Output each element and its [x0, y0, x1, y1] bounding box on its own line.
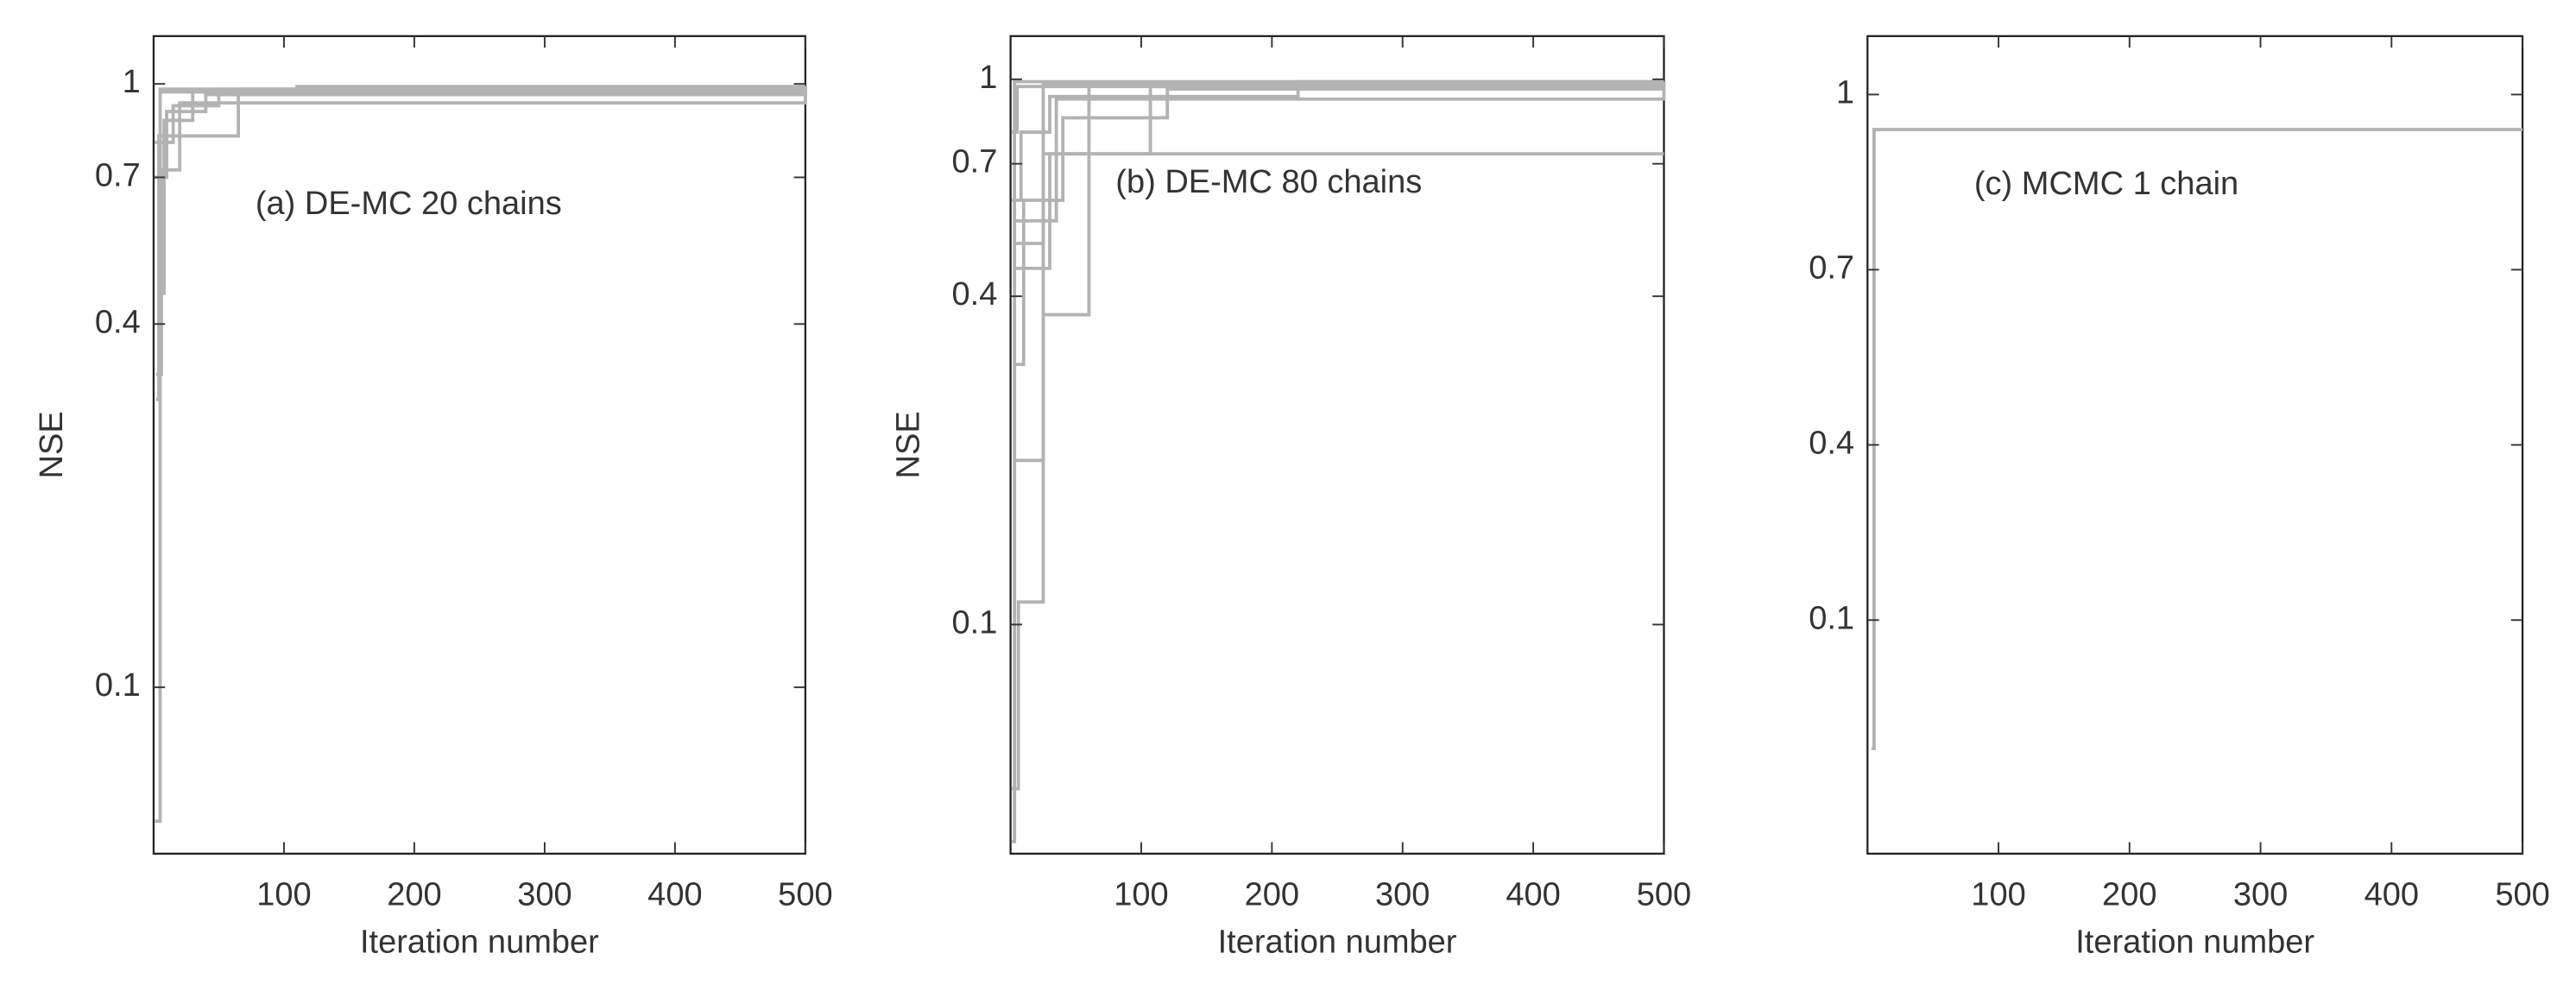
x-tick-label: 200: [2102, 876, 2156, 912]
x-tick-label: 100: [256, 876, 311, 912]
x-tick-label: 100: [1114, 876, 1168, 912]
y-tick-label: 0.1: [952, 605, 998, 641]
x-tick-label: 300: [1375, 876, 1430, 912]
trace-line: [158, 86, 807, 94]
trace-line: [1015, 81, 1666, 223]
x-tick-label: 400: [1506, 876, 1560, 912]
annotation: (c) MCMC 1 chain: [1974, 166, 2238, 202]
y-axis-label: NSE: [891, 411, 927, 478]
x-tick-label: 500: [1637, 876, 1691, 912]
plot-frame: [152, 35, 807, 856]
y-axis-label: NSE: [34, 411, 70, 478]
trace-line: [1013, 82, 1664, 463]
y-tick-label: 0.4: [952, 276, 998, 313]
trace-line: [1871, 128, 2523, 751]
x-axis-label: Iteration number: [1218, 925, 1457, 961]
trace-line: [1013, 87, 1664, 367]
y-tick-label: 1: [979, 60, 997, 96]
annotation: (b) DE-MC 80 chains: [1115, 164, 1422, 200]
x-tick-label: 500: [778, 876, 832, 912]
y-tick-label: 0.7: [1809, 249, 1854, 286]
x-tick-label: 200: [1245, 876, 1299, 912]
y-tick-label: 0.7: [952, 144, 998, 180]
x-tick-label: 100: [1971, 876, 2025, 912]
y-tick-label: 0.4: [95, 304, 141, 340]
trace-line: [155, 86, 807, 376]
y-tick-label: 0.7: [95, 157, 141, 193]
trace-line: [1012, 85, 1664, 134]
y-tick-label: 1: [1836, 75, 1854, 111]
y-tick-label: 0.1: [1809, 600, 1854, 636]
x-tick-label: 500: [2495, 876, 2549, 912]
annotation: (a) DE-MC 20 chains: [256, 186, 562, 222]
x-axis-label: Iteration number: [360, 925, 599, 961]
x-tick-label: 300: [2233, 876, 2288, 912]
x-tick-label: 400: [2364, 876, 2419, 912]
y-tick-label: 0.4: [1809, 425, 1854, 461]
trace-line: [155, 86, 807, 180]
x-tick-label: 200: [387, 876, 441, 912]
x-tick-label: 400: [647, 876, 702, 912]
plot-frame: [1009, 35, 1665, 856]
trace-line: [1012, 79, 1664, 202]
plot-frame: [1866, 35, 2524, 856]
x-tick-label: 300: [517, 876, 571, 912]
y-tick-label: 0.1: [95, 667, 141, 704]
x-axis-label: Iteration number: [2075, 925, 2314, 961]
y-tick-label: 1: [123, 64, 141, 100]
